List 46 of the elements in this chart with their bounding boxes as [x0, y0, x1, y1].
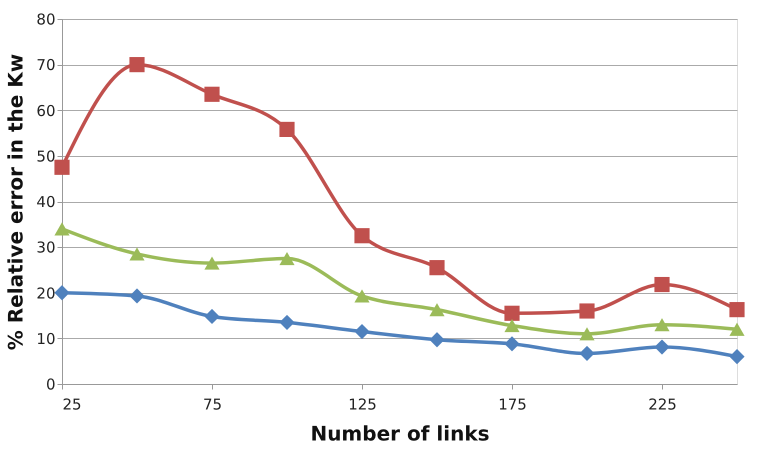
- point: [429, 303, 445, 316]
- point: [579, 346, 595, 362]
- point: [279, 252, 295, 266]
- y-tick-label: 80: [36, 10, 56, 28]
- point: [579, 327, 595, 340]
- y-tick-label: 40: [36, 193, 56, 211]
- x-tick-label: 75: [202, 396, 222, 414]
- y-tick-label: 50: [36, 147, 56, 166]
- point: [429, 260, 445, 276]
- point: [204, 86, 220, 102]
- point: [129, 57, 145, 72]
- y-tick-label: 70: [36, 56, 56, 74]
- y-tick-label: 60: [36, 102, 56, 120]
- point: [504, 306, 520, 321]
- point: [354, 228, 370, 244]
- point: [729, 322, 745, 336]
- point: [54, 222, 70, 236]
- point: [504, 336, 520, 352]
- x-tick-label: 25: [62, 396, 82, 414]
- point: [429, 332, 445, 348]
- point: [54, 285, 70, 300]
- point: [129, 288, 145, 304]
- point: [579, 303, 595, 319]
- point: [279, 314, 295, 330]
- point: [654, 318, 670, 332]
- y-axis-title: % Relative error in the Kw: [3, 54, 28, 350]
- point: [129, 247, 145, 261]
- x-tick-label: 125: [348, 396, 377, 414]
- y-tick-label: 30: [36, 238, 56, 257]
- y-tick-label: 10: [36, 330, 56, 348]
- y-tick-label: 20: [36, 284, 56, 302]
- point: [654, 276, 670, 292]
- point: [504, 319, 520, 332]
- point: [654, 339, 670, 355]
- point: [729, 349, 745, 364]
- x-axis-title: Number of links: [310, 422, 490, 446]
- point: [354, 324, 370, 340]
- point: [204, 308, 220, 324]
- x-tick-label: 225: [648, 396, 677, 414]
- point: [354, 289, 370, 303]
- point: [54, 160, 70, 175]
- point: [729, 302, 745, 318]
- point: [204, 256, 220, 270]
- x-tick-label: 175: [498, 396, 527, 414]
- y-tick-label: 0: [46, 376, 56, 394]
- point: [279, 122, 295, 137]
